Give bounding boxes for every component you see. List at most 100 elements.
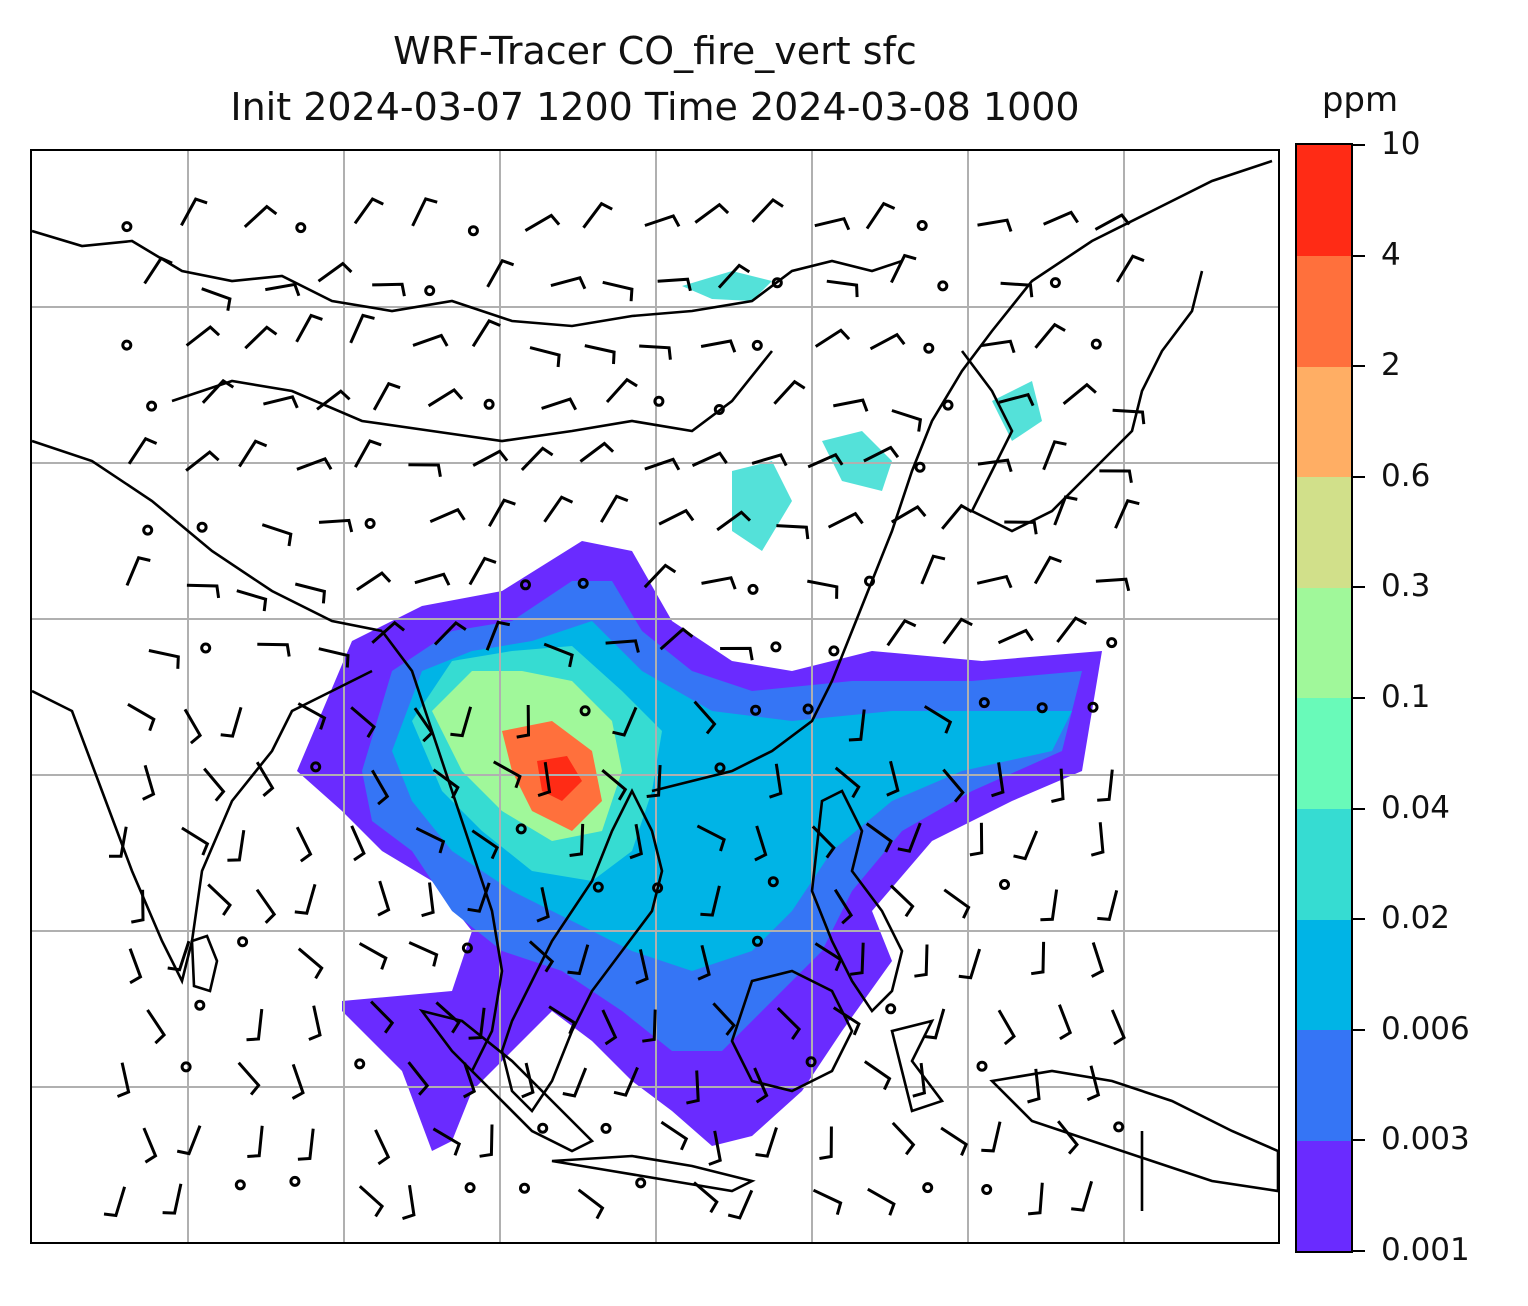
- wind-barb: [833, 888, 854, 925]
- colorbar-tick-label: 0.001: [1381, 1232, 1470, 1268]
- wind-barb: [295, 826, 313, 863]
- calm-wind-marker: [519, 1182, 530, 1194]
- calm-wind-marker: [180, 1061, 192, 1073]
- wind-barb: [1056, 616, 1087, 643]
- colorbar-tick-label: 0.3: [1381, 568, 1431, 605]
- wind-barb: [408, 463, 442, 478]
- calm-wind-marker: [1113, 1121, 1125, 1133]
- calm-wind-marker: [520, 579, 531, 591]
- wind-barb: [109, 826, 128, 858]
- wind-barb: [548, 1005, 577, 1035]
- wind-barb: [468, 556, 497, 586]
- wind-barb: [890, 253, 917, 284]
- wind-barb: [127, 703, 156, 732]
- wind-barb: [1034, 322, 1066, 349]
- colorbar-tick-label: 0.006: [1381, 1010, 1470, 1047]
- coastlines: [32, 159, 1278, 1211]
- colorbar-tick: [1353, 807, 1365, 810]
- wind-barb: [237, 1061, 261, 1096]
- colorbar-band: [1297, 145, 1351, 257]
- wind-barb: [1062, 382, 1097, 405]
- wind-barb: [450, 706, 473, 738]
- wind-barb: [912, 1062, 927, 1098]
- wind-barb: [1115, 254, 1145, 283]
- wind-barb: [180, 197, 208, 227]
- calm-wind-marker: [592, 881, 604, 893]
- calm-wind-marker: [464, 1182, 476, 1194]
- wind-barb: [142, 764, 156, 801]
- wind-barb: [521, 1062, 535, 1099]
- wind-barb: [421, 882, 435, 918]
- wind-barb: [998, 392, 1035, 407]
- wind-barb: [1097, 769, 1114, 802]
- wind-barb: [863, 1060, 892, 1091]
- calm-wind-marker: [483, 398, 495, 410]
- calm-wind-marker: [142, 524, 154, 536]
- wind-barb: [201, 287, 232, 311]
- wind-barb: [411, 197, 438, 227]
- wind-barb: [832, 1006, 861, 1036]
- wind-barb: [167, 940, 191, 972]
- wind-barb: [432, 768, 460, 799]
- sumatra: [418, 1008, 595, 1153]
- wind-barb: [958, 948, 982, 980]
- wind-barb: [1027, 1068, 1041, 1104]
- himalaya-border: [32, 439, 383, 633]
- calm-wind-marker: [923, 342, 935, 354]
- calm-wind-marker: [289, 1175, 301, 1187]
- wind-barb: [776, 524, 810, 540]
- sulawesi: [890, 1019, 945, 1113]
- wind-barb: [848, 709, 866, 742]
- colorbar-tick-label: 0.1: [1381, 679, 1431, 715]
- wind-barb: [942, 768, 965, 803]
- wind-barb: [644, 457, 681, 471]
- wind-barb: [255, 888, 277, 924]
- colorbar-tick-label: 0.6: [1381, 457, 1431, 494]
- wind-barb: [143, 256, 173, 285]
- wind-barb: [103, 1186, 127, 1218]
- wind-barb: [814, 942, 843, 972]
- calm-wind-marker: [942, 399, 954, 411]
- wind-barb: [146, 1009, 167, 1045]
- colorbar-band: [1297, 476, 1351, 588]
- wind-barb: [1051, 768, 1065, 803]
- wind-barb: [468, 1007, 486, 1040]
- wind-barb: [569, 823, 585, 857]
- colorbar-tick: [1353, 697, 1365, 699]
- wind-barb: [943, 888, 971, 919]
- wind-barb: [308, 1005, 322, 1041]
- wind-barb: [356, 571, 392, 591]
- calm-wind-marker: [200, 642, 212, 654]
- wind-barb: [865, 201, 896, 230]
- colorbar-tick: [1353, 254, 1365, 257]
- wind-barb: [819, 1126, 833, 1160]
- wind-barb: [1110, 1009, 1126, 1046]
- wind-barb: [295, 313, 323, 343]
- wind-barb: [976, 574, 1013, 589]
- colorbar-tick: [1353, 918, 1365, 921]
- mongolia-border: [171, 350, 774, 443]
- wind-barb: [162, 1183, 183, 1215]
- wind-barb: [1040, 889, 1059, 922]
- wind-barb: [807, 579, 839, 599]
- wind-barb: [472, 449, 509, 467]
- calm-wind-marker: [194, 999, 206, 1011]
- wind-barb: [727, 1189, 754, 1220]
- wind-barb: [920, 554, 946, 585]
- wind-barb: [997, 628, 1034, 645]
- wind-barb: [524, 213, 561, 232]
- wind-barb: [1027, 1182, 1044, 1216]
- wind-barb: [720, 646, 754, 661]
- wind-barb: [297, 1128, 315, 1161]
- wind-barb: [370, 1000, 395, 1034]
- wind-barb: [432, 1127, 462, 1156]
- calm-wind-marker: [999, 879, 1010, 890]
- colorbar-band: [1297, 919, 1351, 1031]
- wind-barb: [296, 456, 333, 471]
- wind-barb: [776, 1007, 802, 1040]
- wind-barb: [127, 436, 158, 465]
- calm-wind-marker: [978, 697, 990, 709]
- wind-barb: [550, 276, 587, 290]
- calm-wind-marker: [752, 935, 763, 947]
- wind-barb: [371, 769, 390, 806]
